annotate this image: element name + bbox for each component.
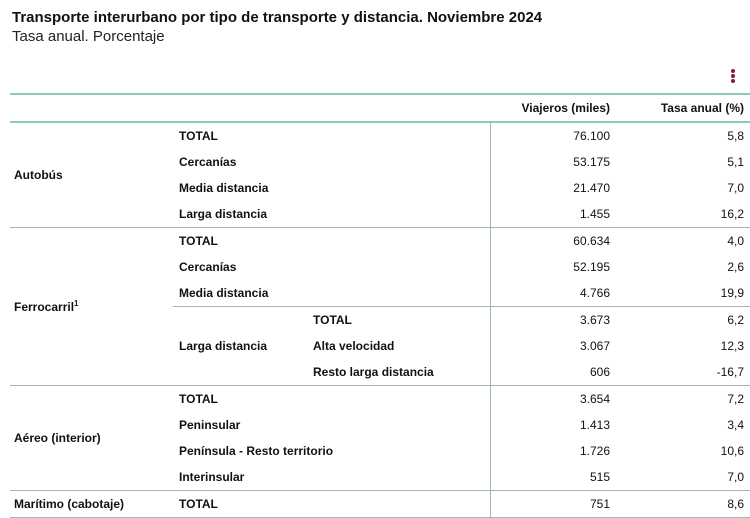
viajeros-cell: 3.673 bbox=[489, 306, 616, 333]
row-label: TOTAL bbox=[173, 490, 490, 518]
row-label: Resto larga distancia bbox=[313, 365, 434, 379]
table-row: Resto larga distancia 606 -16,7 bbox=[10, 359, 750, 386]
viajeros-cell: 21.470 bbox=[489, 175, 616, 201]
tasa-cell: 3,4 bbox=[727, 418, 744, 432]
table-row: Larga distancia 1.455 16,2 bbox=[10, 201, 750, 228]
vertical-dots-icon[interactable] bbox=[728, 66, 738, 86]
viajeros-cell: 3.654 bbox=[489, 385, 616, 412]
tasa-cell: 5,8 bbox=[727, 129, 744, 143]
group-label-text: Ferrocarril bbox=[14, 300, 75, 314]
viajeros-cell: 1.726 bbox=[489, 438, 616, 464]
row-label: Cercanías bbox=[179, 155, 237, 169]
table-row: Autobús TOTAL 76.100 5,8 bbox=[10, 122, 750, 182]
page-title: Transporte interurbano por tipo de trans… bbox=[12, 9, 543, 26]
tasa-cell: 4,0 bbox=[616, 227, 750, 254]
table-row: Cercanías 53.175 5,1 bbox=[10, 149, 750, 175]
row-label: Peninsular bbox=[179, 418, 241, 432]
row-label: Península - Resto territorio bbox=[179, 444, 334, 458]
page-subtitle: Tasa anual. Porcentaje bbox=[12, 28, 165, 45]
table-row: Media distancia 4.766 19,9 bbox=[10, 280, 750, 307]
row-label: TOTAL bbox=[179, 129, 218, 143]
viajeros-cell: 60.634 bbox=[489, 227, 616, 254]
table-row: Península - Resto territorio 1.726 10,6 bbox=[10, 438, 750, 464]
table-header-row: Viajeros (miles) Tasa anual (%) bbox=[10, 93, 750, 123]
table-row: Interinsular 515 7,0 bbox=[10, 464, 750, 491]
footnote-mark: 1 bbox=[74, 299, 79, 308]
viajeros-cell: 76.100 bbox=[489, 122, 616, 149]
row-label: TOTAL bbox=[173, 385, 490, 412]
tasa-cell: 5,1 bbox=[727, 155, 744, 169]
viajeros-cell: 606 bbox=[489, 359, 616, 386]
row-label: Cercanías bbox=[179, 260, 237, 274]
header-blank bbox=[10, 93, 490, 123]
group-label-maritimo: Marítimo (cabotaje) bbox=[10, 490, 173, 518]
row-label: Media distancia bbox=[179, 181, 269, 195]
row-label: Interinsular bbox=[179, 470, 245, 484]
viajeros-cell: 515 bbox=[489, 464, 616, 491]
table-row: Cercanías 52.195 2,6 bbox=[10, 254, 750, 280]
tasa-cell: 6,2 bbox=[616, 306, 750, 333]
row-label: Alta velocidad bbox=[313, 339, 395, 353]
tasa-cell: -16,7 bbox=[716, 365, 744, 379]
row-label: Media distancia bbox=[179, 286, 269, 300]
group-label-autobus: Autobús bbox=[14, 168, 63, 182]
tasa-cell: 16,2 bbox=[720, 207, 744, 221]
group-label-ferrocarril: Ferrocarril1 bbox=[10, 227, 173, 386]
row-label: TOTAL bbox=[307, 306, 490, 333]
tasa-cell: 8,6 bbox=[616, 490, 750, 518]
viajeros-cell: 1.413 bbox=[489, 412, 616, 438]
tasa-cell: 19,9 bbox=[720, 286, 744, 300]
row-label: TOTAL bbox=[173, 227, 490, 254]
viajeros-cell: 3.067 bbox=[489, 333, 616, 359]
tasa-cell: 12,3 bbox=[720, 339, 744, 353]
tasa-cell: 7,0 bbox=[727, 181, 744, 195]
table-row: Larga distancia TOTAL 3.673 6,2 bbox=[10, 306, 750, 386]
table-row: Peninsular 1.413 3,4 bbox=[10, 412, 750, 438]
group-label-aereo: Aéreo (interior) bbox=[10, 385, 173, 491]
tasa-cell: 7,0 bbox=[727, 470, 744, 484]
table-row: Marítimo (cabotaje) TOTAL 751 8,6 bbox=[10, 490, 750, 518]
tasa-cell: 2,6 bbox=[727, 260, 744, 274]
viajeros-cell: 53.175 bbox=[489, 149, 616, 175]
viajeros-cell: 751 bbox=[489, 490, 616, 518]
tasa-cell: 10,6 bbox=[720, 444, 744, 458]
row-label: Larga distancia bbox=[179, 207, 268, 221]
col-header-tasa: Tasa anual (%) bbox=[616, 93, 750, 123]
viajeros-cell: 1.455 bbox=[489, 201, 616, 228]
table-row: Media distancia 21.470 7,0 bbox=[10, 175, 750, 201]
col-header-viajeros: Viajeros (miles) bbox=[490, 93, 616, 123]
table-row: Aéreo (interior) TOTAL 3.654 7,2 bbox=[10, 385, 750, 491]
subgroup-label-larga: Larga distancia bbox=[173, 306, 307, 386]
tasa-cell: 7,2 bbox=[616, 385, 750, 412]
viajeros-cell: 4.766 bbox=[489, 280, 616, 307]
table-row: Alta velocidad 3.067 12,3 bbox=[10, 333, 750, 359]
data-table: Viajeros (miles) Tasa anual (%) Autobús … bbox=[10, 93, 750, 518]
viajeros-cell: 52.195 bbox=[489, 254, 616, 280]
table-row: Ferrocarril1 TOTAL 60.634 4,0 bbox=[10, 227, 750, 386]
